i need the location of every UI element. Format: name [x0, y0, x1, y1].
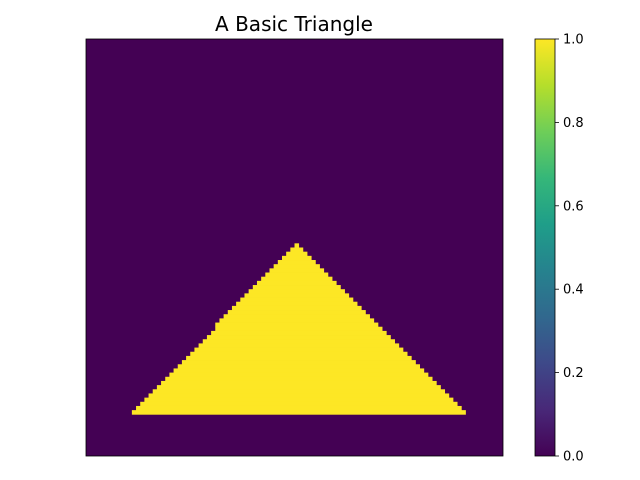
heatmap-row-cells [198, 343, 400, 348]
heatmap-row-cells [144, 397, 454, 403]
heatmap-cells [131, 243, 466, 415]
heatmap-row-cells [290, 247, 304, 253]
heatmap-row-cells [281, 255, 312, 261]
colorbar: 0.0 0.2 0.4 0.6 0.8 1.0 [534, 33, 584, 465]
colorbar-frame [534, 38, 556, 457]
colorbar-ticks: 0.0 0.2 0.4 0.6 0.8 1.0 [555, 33, 584, 465]
plot-area [85, 38, 504, 457]
colorbar-tick-label: 0.2 [563, 366, 584, 381]
heatmap-row-cells [140, 401, 458, 407]
colorbar-tick-label: 0.6 [563, 199, 584, 214]
plot-frame [85, 38, 504, 457]
heatmap-row-cells [152, 389, 446, 394]
heatmap-row-cells [269, 268, 325, 273]
heatmap-row-cells [190, 351, 408, 357]
heatmap-row-cells [236, 301, 358, 307]
heatmap-row-cells [273, 264, 320, 269]
heatmap-row-cells [265, 272, 329, 278]
heatmap-row-cells [256, 280, 337, 286]
heatmap-row-cells [206, 335, 391, 340]
heatmap-row-cells [215, 322, 379, 328]
heatmap-row-cells [227, 310, 366, 315]
heatmap-row-cells [161, 380, 437, 386]
heatmap-row-cells [240, 297, 354, 303]
colorbar-tick-label: 1.0 [563, 33, 584, 48]
heatmap-row-cells [169, 372, 429, 378]
heatmap-row-cells [194, 347, 404, 353]
heatmap-row-cells [277, 260, 316, 265]
heatmap-row-cells [177, 364, 420, 369]
heatmap-row-cells [165, 376, 433, 382]
heatmap-row-cells [181, 360, 416, 365]
heatmap-row-cells [223, 314, 370, 319]
heatmap-row-cells [211, 330, 387, 336]
heatmap-row-cells [244, 293, 350, 298]
heatmap-row-cells [202, 339, 395, 344]
heatmap-row-cells [261, 276, 333, 282]
heatmap-row-cells [215, 326, 383, 332]
heatmap-row-cells [131, 410, 466, 415]
heatmap-row-cells [219, 318, 375, 323]
colorbar-tick-label: 0.0 [563, 450, 584, 465]
chart-title: A Basic Triangle [215, 12, 373, 36]
heatmap-row-cells [248, 289, 345, 294]
heatmap-row-cells [156, 385, 441, 390]
heatmap-row-cells [173, 368, 425, 373]
heatmap-row-cells [231, 305, 362, 311]
colorbar-tick-label: 0.8 [563, 116, 584, 131]
heatmap-row-cells [148, 393, 450, 399]
heatmap-row-cells [136, 405, 462, 411]
heatmap-row-cells [286, 251, 308, 257]
colorbar-tick-label: 0.4 [563, 283, 584, 298]
heatmap-row-cells [252, 285, 341, 290]
heatmap-row-cells [186, 355, 412, 361]
heatmap-row-cells [294, 243, 300, 248]
colorbar-gradient [535, 39, 555, 456]
